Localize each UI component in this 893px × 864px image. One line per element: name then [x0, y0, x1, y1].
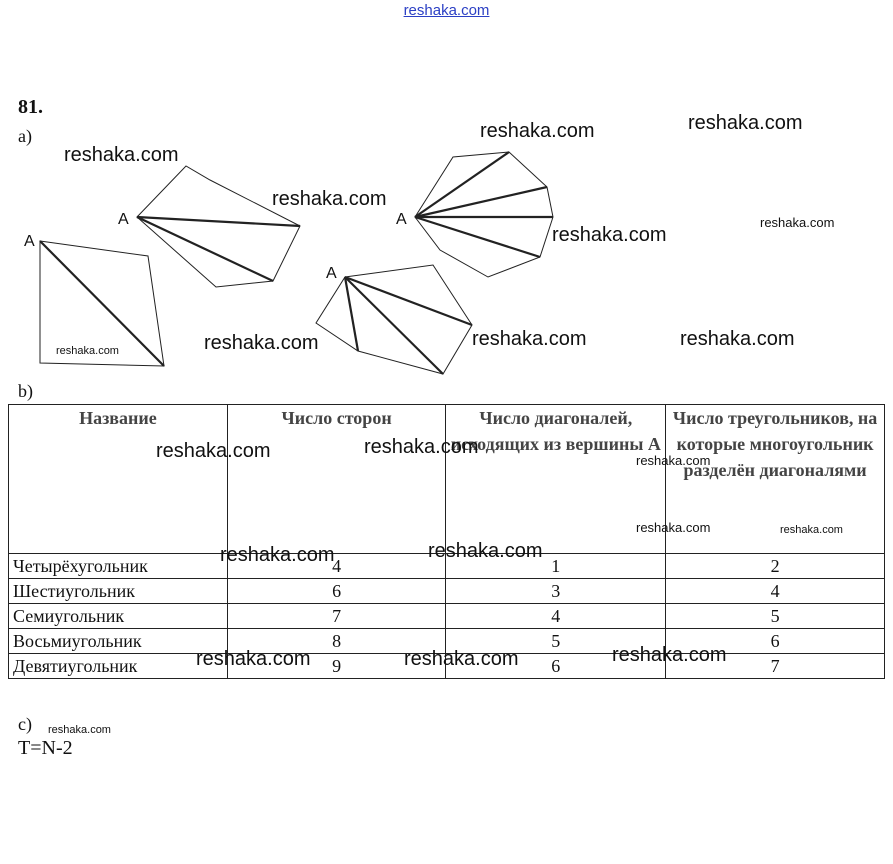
diagonal	[414, 185, 548, 219]
watermark: reshaka.com	[680, 328, 795, 350]
cell: 6	[665, 628, 885, 654]
header-diagonals: Число диагоналей, исходящих из вершины А	[445, 404, 667, 554]
vertex-label: A	[24, 233, 35, 250]
watermark: reshaka.com	[196, 648, 311, 670]
hexagon	[136, 165, 301, 288]
cell: 4	[665, 578, 885, 604]
octagon	[414, 151, 554, 278]
cell: 6	[445, 653, 667, 679]
watermark: reshaka.com	[156, 440, 271, 462]
watermark: reshaka.com	[552, 224, 667, 246]
header-sides: Число сторон	[226, 404, 447, 554]
header-name: Название	[8, 404, 228, 554]
watermark: reshaka.com	[760, 215, 835, 230]
cell: 4	[445, 603, 667, 629]
cell: 4	[226, 553, 447, 579]
table-row: Восьмиугольник 8 5 6	[8, 628, 885, 654]
table-header-row: Название Число сторон Число диагоналей, …	[8, 404, 885, 554]
diagonal	[344, 275, 473, 327]
cell: 6	[226, 578, 447, 604]
watermark: reshaka.com	[204, 332, 319, 354]
header-triangles: Число треугольников, на которые многоуго…	[665, 404, 885, 554]
diagonal	[39, 240, 165, 367]
table-row: Четырёхугольник 4 1 2	[8, 553, 885, 579]
polygon-table: Название Число сторон Число диагоналей, …	[8, 404, 885, 679]
diagonal	[343, 276, 360, 352]
diagonal	[136, 215, 301, 228]
cell: Шестиугольник	[8, 578, 228, 604]
watermark: reshaka.com	[472, 328, 587, 350]
diagonal	[136, 216, 274, 282]
watermark: reshaka.com	[636, 453, 711, 468]
formula: T=N-2	[18, 737, 73, 759]
watermark: reshaka.com	[780, 524, 843, 536]
watermark: reshaka.com	[64, 144, 179, 166]
vertex-label: A	[396, 211, 407, 228]
part-a-label: a)	[18, 126, 32, 146]
watermark: reshaka.com	[48, 724, 111, 736]
cell: 7	[665, 653, 885, 679]
exercise-number: 81.	[18, 96, 43, 118]
cell: Четырёхугольник	[8, 553, 228, 579]
site-header-link[interactable]: reshaka.com	[403, 2, 490, 19]
diagonal	[414, 215, 541, 259]
watermark: reshaka.com	[636, 520, 711, 535]
cell: 5	[665, 603, 885, 629]
vertex-label: A	[326, 265, 337, 282]
cell: 2	[665, 553, 885, 579]
watermark: reshaka.com	[404, 648, 519, 670]
watermark: reshaka.com	[688, 112, 803, 134]
polygons-figure: A A A A	[24, 151, 554, 375]
watermark: reshaka.com	[612, 644, 727, 666]
cell: 7	[226, 603, 447, 629]
cell: Восьмиугольник	[8, 628, 228, 654]
diagonal	[414, 151, 510, 218]
watermark: reshaka.com	[220, 544, 335, 566]
watermark: reshaka.com	[56, 345, 119, 357]
table-row: Девятиугольник 9 6 7	[8, 653, 885, 679]
cell: 3	[445, 578, 667, 604]
part-c-label: c)	[18, 714, 32, 734]
watermark: reshaka.com	[428, 540, 543, 562]
watermark: reshaka.com	[364, 436, 479, 458]
quadrilateral	[39, 240, 165, 367]
watermark: reshaka.com	[272, 188, 387, 210]
vertex-label: A	[118, 211, 129, 228]
table-row: Шестиугольник 6 3 4	[8, 578, 885, 604]
cell: Семиугольник	[8, 603, 228, 629]
part-b-label: b)	[18, 381, 33, 401]
cell: Девятиугольник	[8, 653, 228, 679]
diagonal	[344, 276, 444, 375]
table-row: Семиугольник 7 4 5	[8, 603, 885, 629]
watermark: reshaka.com	[480, 120, 595, 142]
heptagon	[315, 264, 473, 375]
